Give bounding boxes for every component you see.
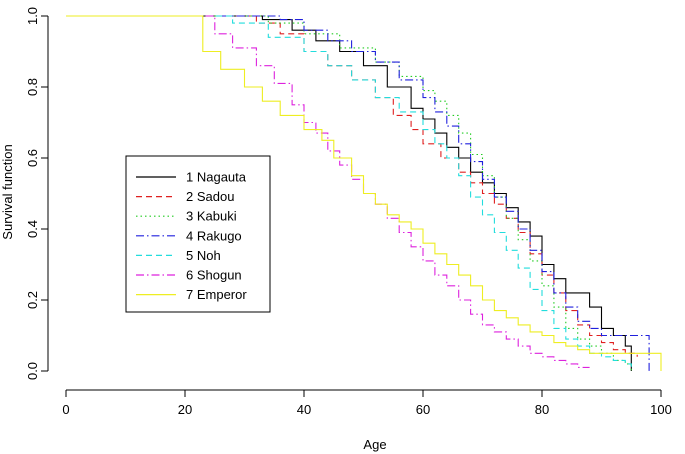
x-tick-label: 20 <box>178 402 192 417</box>
legend-label-6: 6 Shogun <box>186 268 242 283</box>
series-line-4 <box>66 15 650 371</box>
legend-label-2: 2 Sadou <box>186 189 234 204</box>
legend: 1 Nagauta 2 Sadou 3 Kabuki 4 Rakugo 5 Noh 6 S… <box>125 155 271 313</box>
x-axis-label: Age <box>363 437 386 452</box>
legend-box <box>125 155 271 313</box>
y-ticks: 0.0 0.2 0.4 0.6 0.8 1.0 <box>25 7 48 380</box>
series-line-7 <box>66 15 662 371</box>
y-tick-label: 0.6 <box>25 149 40 167</box>
y-tick-label: 0.8 <box>25 78 40 96</box>
y-tick-label: 0.0 <box>25 362 40 380</box>
y-tick-label: 0.2 <box>25 291 40 309</box>
y-tick-label: 1.0 <box>25 7 40 25</box>
series-line-6 <box>66 15 590 368</box>
x-tick-label: 40 <box>297 402 311 417</box>
x-tick-label: 100 <box>650 402 672 417</box>
axes-group <box>47 16 661 391</box>
x-tick-label: 60 <box>416 402 430 417</box>
y-axis-label: Survival function <box>0 144 15 239</box>
legend-label-5: 5 Noh <box>186 248 221 263</box>
series-line-5 <box>66 15 632 368</box>
legend-label-7: 7 Emperor <box>186 287 247 302</box>
series-group <box>66 15 662 371</box>
legend-label-4: 4 Rakugo <box>186 228 242 243</box>
x-ticks: 0 20 40 60 80 100 <box>62 390 672 417</box>
series-line-2 <box>66 15 638 357</box>
legend-label-3: 3 Kabuki <box>186 209 237 224</box>
x-tick-label: 80 <box>535 402 549 417</box>
y-tick-label: 0.4 <box>25 220 40 238</box>
series-line-3 <box>66 15 632 371</box>
x-tick-label: 0 <box>62 402 69 417</box>
legend-label-1: 1 Nagauta <box>186 170 247 185</box>
